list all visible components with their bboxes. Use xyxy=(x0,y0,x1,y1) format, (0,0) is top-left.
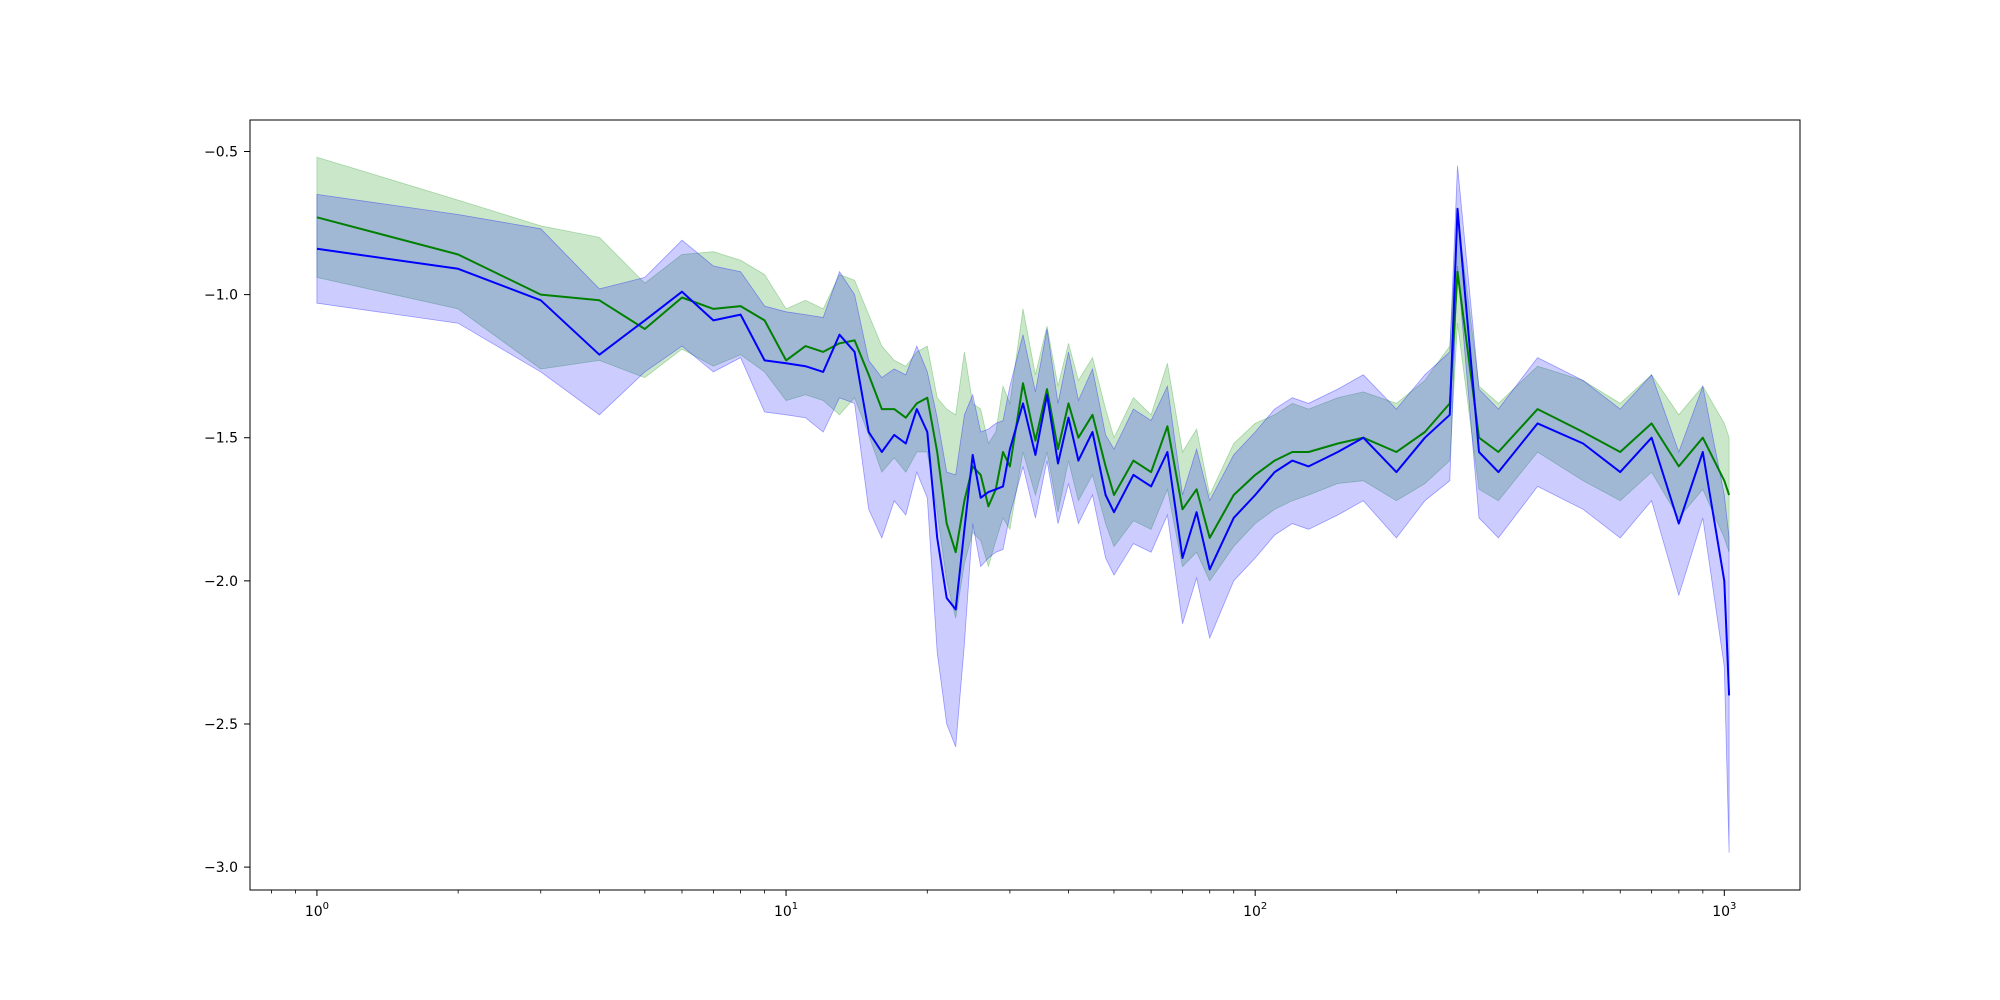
y-axis: −0.5 −1.0 −1.5 −2.0 −2.5 −3.0 xyxy=(204,144,250,876)
x-tick-label: 101 xyxy=(774,901,798,920)
x-tick-label: 102 xyxy=(1243,901,1267,920)
y-tick-label: −1.5 xyxy=(204,431,238,447)
plot-frame xyxy=(249,119,1801,891)
x-axis: 100 101 102 103 xyxy=(271,890,1736,920)
y-tick-label: −2.0 xyxy=(204,574,238,590)
y-tick-label: −0.5 xyxy=(204,144,238,160)
y-tick-label: −1.0 xyxy=(204,288,238,304)
series-2-band xyxy=(316,165,1730,853)
y-tick-label: −2.5 xyxy=(204,717,238,733)
series-2-line xyxy=(316,207,1731,696)
y-tick-label: −3.0 xyxy=(204,860,238,876)
x-tick-label: 100 xyxy=(305,901,329,920)
x-tick-label: 103 xyxy=(1712,901,1736,920)
series-lines xyxy=(316,207,1731,696)
